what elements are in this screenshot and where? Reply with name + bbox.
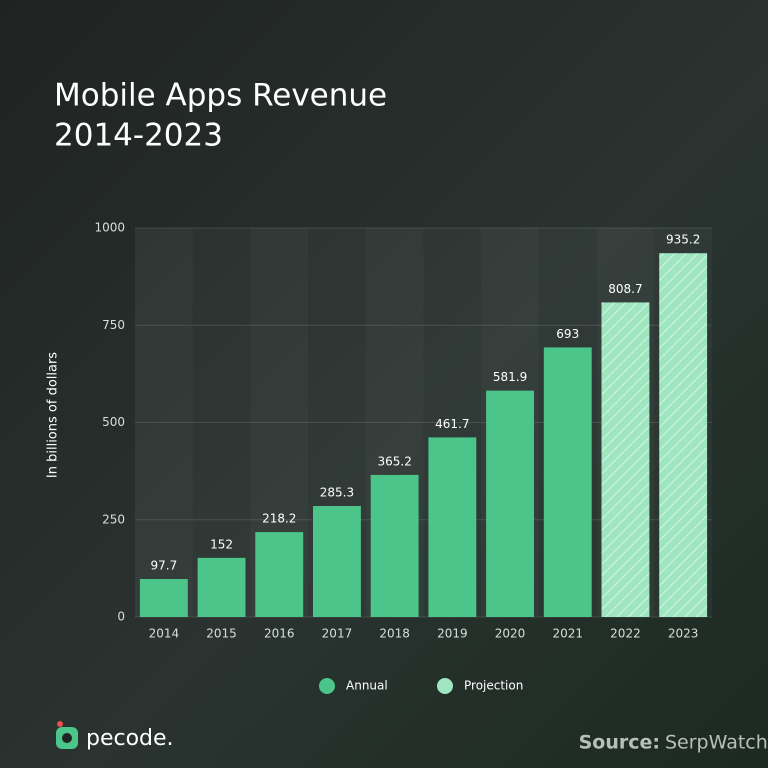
source-name: SerpWatch: [665, 732, 768, 754]
value-label: 152: [210, 537, 233, 551]
legend-marker: [437, 678, 453, 694]
x-tick-label: 2022: [610, 627, 641, 641]
bar: [370, 474, 419, 617]
x-tick-label: 2016: [264, 627, 295, 641]
value-label: 808.7: [608, 282, 642, 296]
bar: [313, 506, 361, 617]
y-tick-label: 750: [102, 318, 125, 332]
legend-label: Projection: [464, 679, 523, 693]
value-label: 285.3: [320, 486, 354, 500]
brand-logo: [56, 721, 78, 749]
chart-title: Mobile Apps Revenue: [54, 78, 387, 114]
bar: [428, 437, 477, 617]
y-tick-label: 0: [117, 610, 125, 624]
bar: [255, 532, 304, 617]
x-tick-label: 2018: [379, 627, 410, 641]
legend-label: Annual: [346, 679, 388, 693]
y-tick-label: 250: [102, 512, 125, 526]
bar: [543, 347, 592, 617]
bar: [139, 578, 188, 617]
bar: [486, 390, 534, 617]
y-tick-label: 500: [102, 415, 125, 429]
x-tick-label: 2015: [206, 627, 237, 641]
value-label: 581.9: [493, 370, 527, 384]
x-tick-label: 2019: [437, 627, 468, 641]
value-label: 97.7: [150, 558, 177, 572]
chart-subtitle: 2014-2023: [54, 118, 223, 154]
x-tick-label: 2023: [668, 627, 699, 641]
x-tick-label: 2021: [552, 627, 583, 641]
logo-dot: [57, 721, 63, 727]
value-label: 461.7: [435, 417, 469, 431]
column-stripe: [135, 228, 193, 617]
bar: [601, 302, 650, 617]
source-prefix: Source:: [579, 732, 660, 754]
x-tick-label: 2014: [149, 627, 180, 641]
value-label: 935.2: [666, 233, 700, 247]
value-label: 218.2: [262, 512, 296, 526]
value-label: 693: [556, 327, 579, 341]
legend-marker: [319, 678, 335, 694]
x-tick-label: 2017: [322, 627, 353, 641]
brand-name: pecode.: [86, 726, 174, 751]
logo-icon-hole: [62, 733, 72, 743]
value-label: 365.2: [377, 454, 411, 468]
bar: [659, 253, 708, 617]
y-axis-label: In billions of dollars: [46, 352, 61, 478]
bar: [197, 557, 246, 617]
y-tick-label: 1000: [94, 221, 125, 235]
x-tick-label: 2020: [495, 627, 526, 641]
